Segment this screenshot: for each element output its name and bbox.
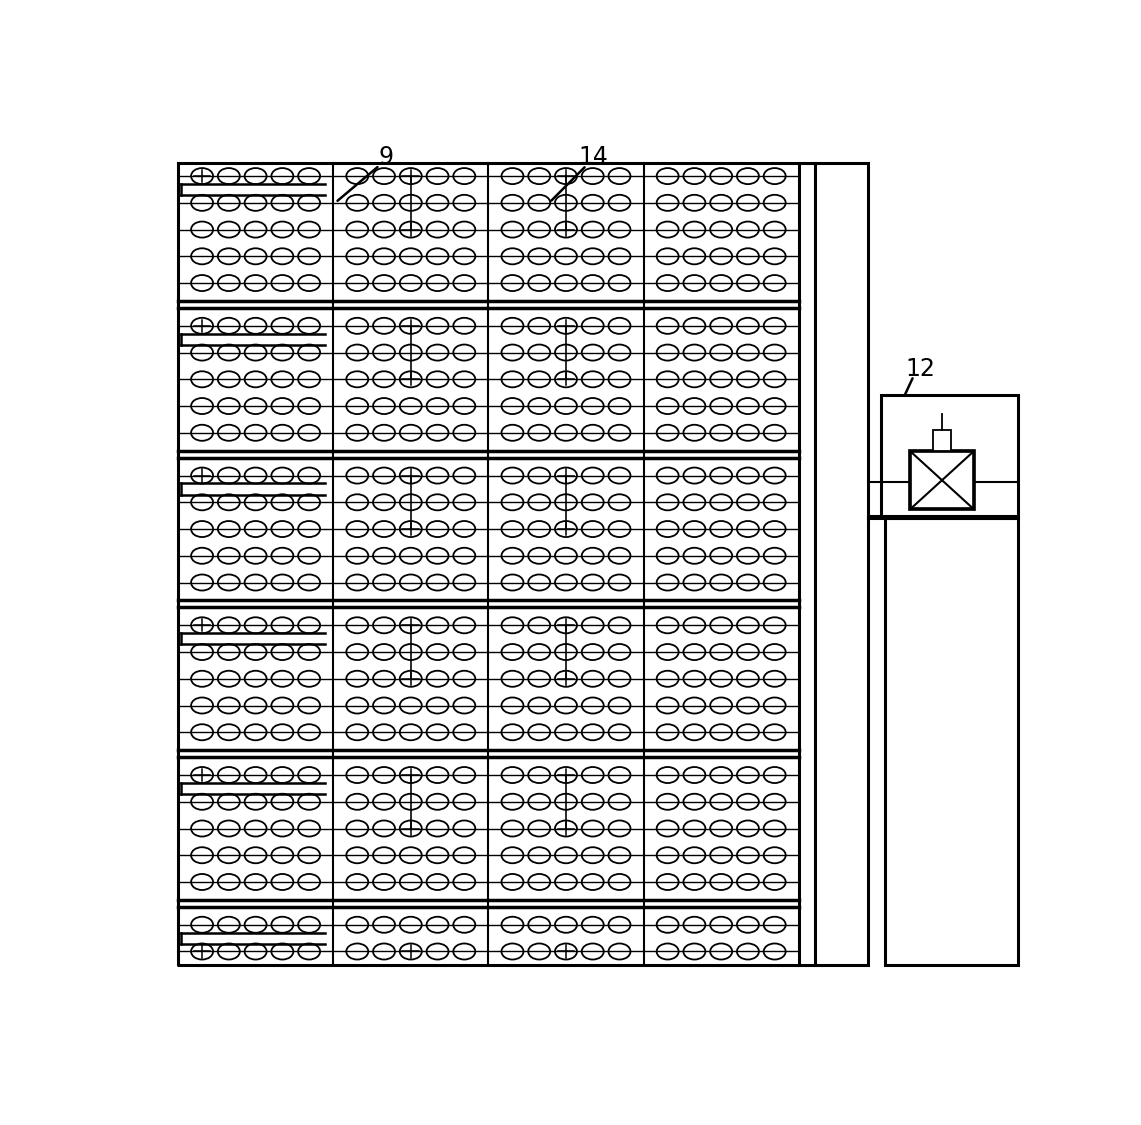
Text: 11: 11	[908, 591, 938, 614]
Polygon shape	[885, 518, 1018, 965]
Text: 14: 14	[578, 145, 608, 169]
Polygon shape	[815, 163, 868, 965]
Text: 12: 12	[906, 357, 936, 381]
Polygon shape	[933, 430, 950, 451]
Polygon shape	[881, 395, 1018, 516]
Text: 13: 13	[977, 417, 1006, 441]
Polygon shape	[911, 451, 974, 510]
Text: 9: 9	[379, 145, 394, 169]
